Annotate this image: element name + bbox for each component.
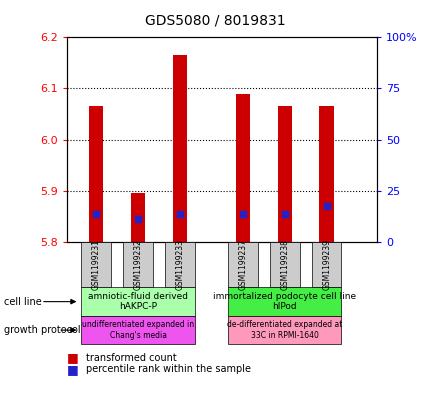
Text: GSM1199238: GSM1199238 bbox=[280, 239, 289, 290]
Text: percentile rank within the sample: percentile rank within the sample bbox=[86, 364, 251, 375]
Text: GSM1199232: GSM1199232 bbox=[133, 239, 142, 290]
Bar bbox=[235, 94, 250, 242]
Bar bbox=[319, 106, 333, 242]
Text: transformed count: transformed count bbox=[86, 353, 177, 363]
Bar bbox=[172, 55, 187, 242]
Text: GSM1199233: GSM1199233 bbox=[175, 239, 184, 290]
Text: GSM1199237: GSM1199237 bbox=[238, 239, 247, 290]
Text: ■: ■ bbox=[67, 363, 78, 376]
Text: GDS5080 / 8019831: GDS5080 / 8019831 bbox=[145, 14, 285, 28]
Text: amniotic-fluid derived
hAKPC-P: amniotic-fluid derived hAKPC-P bbox=[88, 292, 187, 311]
Text: undifferentiated expanded in
Chang's media: undifferentiated expanded in Chang's med… bbox=[82, 320, 194, 340]
Text: de-differentiated expanded at
33C in RPMI-1640: de-differentiated expanded at 33C in RPM… bbox=[227, 320, 342, 340]
Text: GSM1199239: GSM1199239 bbox=[322, 239, 331, 290]
Text: GSM1199231: GSM1199231 bbox=[92, 239, 101, 290]
Bar bbox=[130, 193, 145, 242]
Text: ■: ■ bbox=[67, 351, 78, 364]
Text: immortalized podocyte cell line
hIPod: immortalized podocyte cell line hIPod bbox=[213, 292, 356, 311]
Text: cell line: cell line bbox=[4, 297, 42, 307]
Bar bbox=[89, 106, 103, 242]
Bar bbox=[277, 106, 292, 242]
Text: growth protocol: growth protocol bbox=[4, 325, 81, 335]
